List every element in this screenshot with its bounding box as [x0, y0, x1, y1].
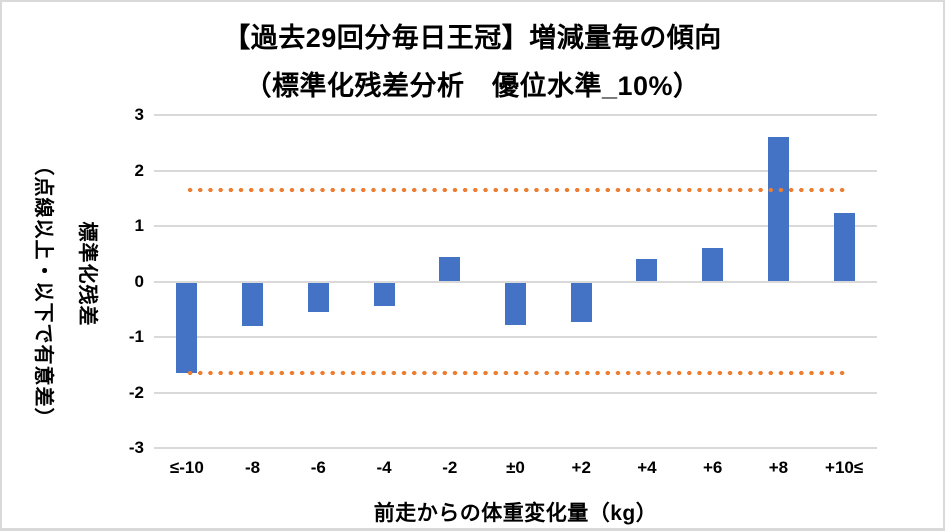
- x-tick-label-+6: +6: [702, 458, 723, 477]
- gridline-y-2: [154, 169, 877, 172]
- threshold-dotted-line-upper: [184, 187, 847, 194]
- y-tick-label--2: -2: [128, 382, 144, 402]
- x-tick-label-≤-10: ≤-10: [169, 458, 204, 477]
- bar-+8: [767, 137, 789, 282]
- y-tick-label--1: -1: [128, 327, 144, 346]
- bar-+6: [702, 247, 724, 282]
- gridline-y--2: [154, 391, 877, 394]
- x-tick-label-+8: +8: [768, 458, 789, 477]
- x-tick-label--6: -6: [310, 458, 326, 477]
- bar--4: [373, 282, 395, 307]
- x-axis-title: 前走からの体重変化量（kg）: [373, 502, 658, 525]
- chart-title-line1: 【過去29回分毎日王冠】増減量毎の傾向: [223, 23, 722, 53]
- x-tick-label--8: -8: [245, 458, 261, 477]
- plot-area: [154, 114, 877, 449]
- bar--8: [242, 282, 264, 326]
- gridline-y-1: [154, 225, 877, 227]
- x-tick-label-+10≤: +10≤: [825, 458, 864, 477]
- gridline-y--3: [154, 447, 877, 449]
- y-axis-title-line2: （点線以上・以下で有意差）: [32, 155, 54, 429]
- chart-title-line2: （標準化残差分析 優位水準_10%）: [244, 71, 701, 101]
- bar-+2: [570, 282, 592, 322]
- y-tick-label-2: 2: [134, 160, 144, 180]
- bar-+10≤: [833, 213, 855, 282]
- x-tick-label-±0: ±0: [506, 458, 525, 477]
- y-tick-label-1: 1: [134, 216, 144, 235]
- gridline-y-3: [154, 114, 877, 116]
- y-tick-label--3: -3: [128, 438, 144, 457]
- bar--6: [307, 282, 329, 313]
- y-tick-label-3: 3: [134, 105, 144, 124]
- chart-title: 【過去29回分毎日王冠】増減量毎の傾向 （標準化残差分析 優位水準_10%）: [2, 14, 943, 110]
- x-tick-label--2: -2: [442, 458, 458, 477]
- gridline-y--1: [154, 336, 877, 338]
- bar--2: [439, 256, 461, 282]
- y-axis-title-line1: 標準化残差: [76, 221, 98, 327]
- threshold-dotted-line-lower: [184, 369, 847, 376]
- bar-≤-10: [176, 282, 198, 373]
- x-tick-label--4: -4: [376, 458, 392, 477]
- gridline-y-0: [154, 280, 877, 283]
- bar-+4: [636, 258, 658, 282]
- x-tick-label-+2: +2: [571, 458, 591, 477]
- bar-±0: [505, 282, 526, 325]
- y-tick-label-0: 0: [134, 271, 144, 291]
- x-tick-label-+4: +4: [637, 458, 657, 477]
